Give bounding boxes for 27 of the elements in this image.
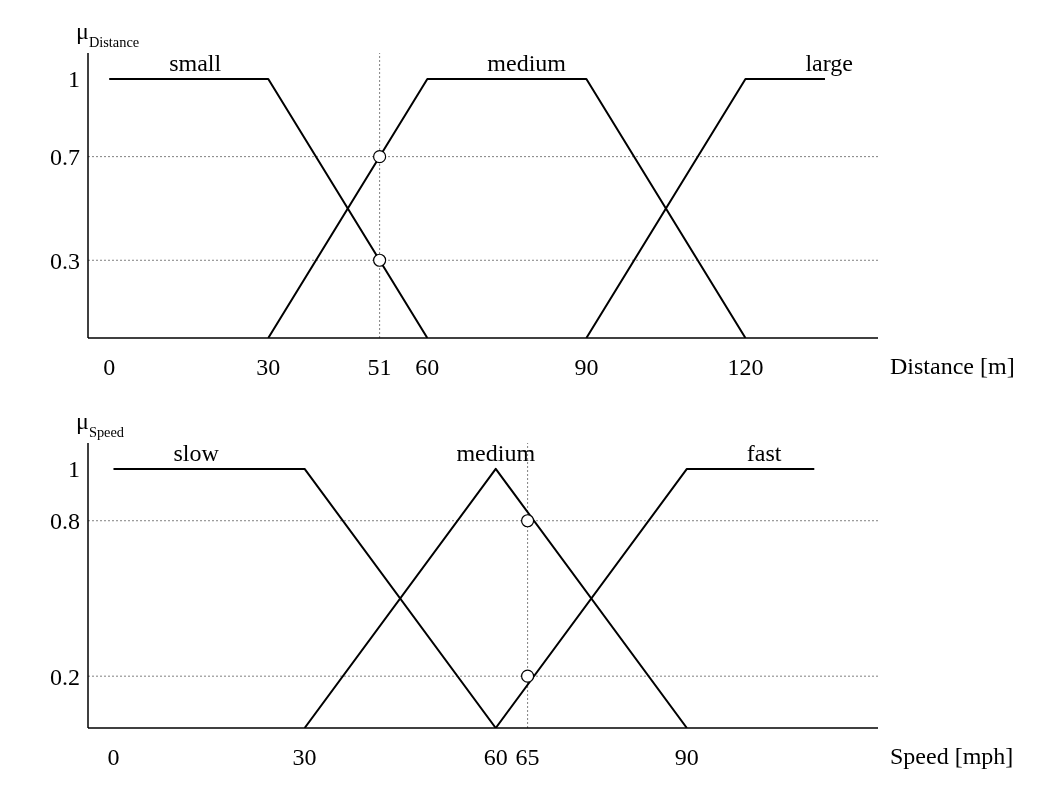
x-tick-label: 90 xyxy=(674,744,699,771)
y-tick-label: 1 xyxy=(68,66,80,93)
x-tick-label: 65 xyxy=(515,744,540,771)
x-tick-label: 120 xyxy=(727,354,764,381)
series-label: medium xyxy=(487,49,567,76)
series-label: large xyxy=(805,49,853,76)
x-tick-label: 0 xyxy=(103,354,116,381)
y-tick-label: 1 xyxy=(68,456,80,483)
x-tick-label: 51 xyxy=(367,354,392,381)
x-tick-label: 30 xyxy=(292,744,317,771)
series-label: medium xyxy=(456,439,536,466)
x-axis-title: Speed [mph] xyxy=(890,743,1014,769)
y-tick-label: 0.3 xyxy=(50,247,80,274)
y-axis-title: μ$_{Distance}$ xyxy=(76,18,140,50)
y-tick-label: 0.8 xyxy=(50,508,80,535)
y-tick-label: 0.2 xyxy=(50,663,80,690)
y-tick-label: 0.7 xyxy=(50,144,80,171)
x-tick-label: 90 xyxy=(574,354,599,381)
x-tick-label: 0 xyxy=(107,744,120,771)
x-axis-title: Distance [m] xyxy=(890,353,1015,379)
series-label: fast xyxy=(746,439,782,466)
y-axis-title: μ$_{Speed}$ xyxy=(76,408,125,440)
x-tick-label: 30 xyxy=(256,354,281,381)
series-label: slow xyxy=(173,439,220,466)
x-tick-label: 60 xyxy=(483,744,508,771)
series-label: small xyxy=(169,49,222,76)
x-tick-label: 60 xyxy=(415,354,440,381)
